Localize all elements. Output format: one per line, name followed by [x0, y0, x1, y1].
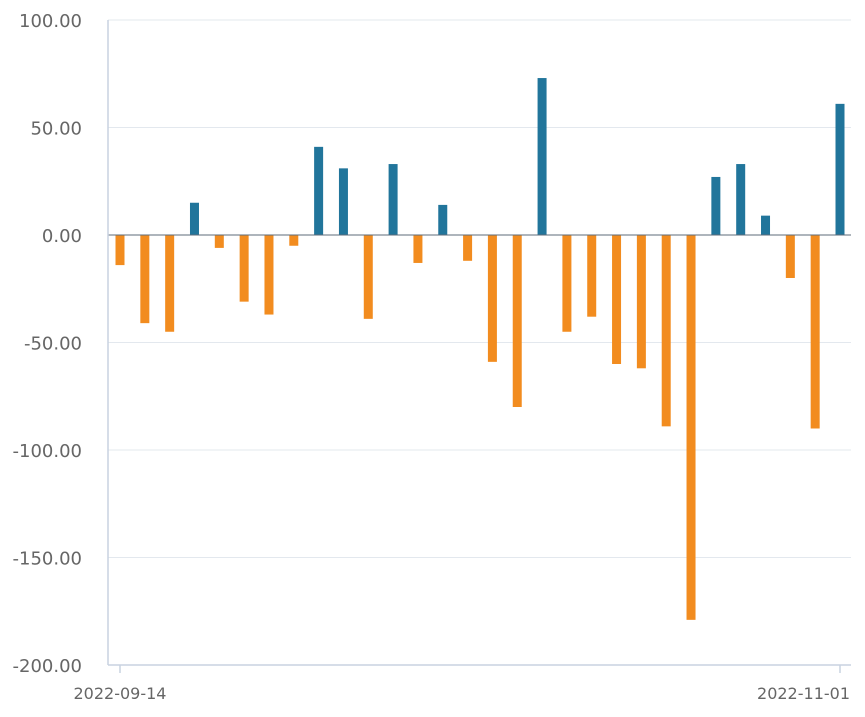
- tick-labels: 100.00 50.00 0.00 -50.00 -100.00 -150.00 -200.…: [13, 11, 850, 703]
- y-tick-label: 50.00: [30, 119, 82, 140]
- bar: [140, 235, 150, 324]
- bar: [612, 235, 622, 364]
- bar: [289, 235, 299, 246]
- bar: [189, 202, 199, 235]
- x-tick-label: 2022-09-14: [74, 684, 167, 703]
- bar: [363, 235, 373, 319]
- bar: [785, 235, 795, 278]
- bar: [711, 176, 721, 235]
- bar: [537, 78, 547, 235]
- bar: [661, 235, 671, 427]
- x-tick-label: 2022-11-01: [757, 684, 850, 703]
- bar: [115, 235, 125, 266]
- bars: [115, 78, 845, 620]
- grid-lines: [108, 19, 851, 666]
- bar: [264, 235, 274, 315]
- y-tick-label: -100.00: [13, 441, 82, 462]
- bar: [512, 235, 522, 407]
- y-tick-label: 0.00: [42, 226, 82, 247]
- bar: [736, 164, 746, 235]
- axes: [107, 20, 851, 673]
- bar: [314, 146, 324, 235]
- bar: [338, 168, 348, 235]
- bar: [388, 164, 398, 235]
- bar: [835, 103, 845, 235]
- bar: [587, 235, 597, 317]
- y-tick-label: -50.00: [24, 334, 82, 355]
- bar: [463, 235, 473, 261]
- bar: [239, 235, 249, 302]
- bar: [761, 215, 771, 235]
- bar: [636, 235, 646, 369]
- bar: [413, 235, 423, 263]
- y-tick-label: -200.00: [13, 656, 82, 677]
- bar: [686, 235, 696, 620]
- bar: [487, 235, 497, 362]
- bar: [810, 235, 820, 429]
- bar: [562, 235, 572, 332]
- bar: [438, 204, 448, 235]
- y-tick-label: -150.00: [13, 549, 82, 570]
- bar: [214, 235, 224, 248]
- y-tick-label: 100.00: [19, 11, 82, 32]
- bar: [165, 235, 175, 332]
